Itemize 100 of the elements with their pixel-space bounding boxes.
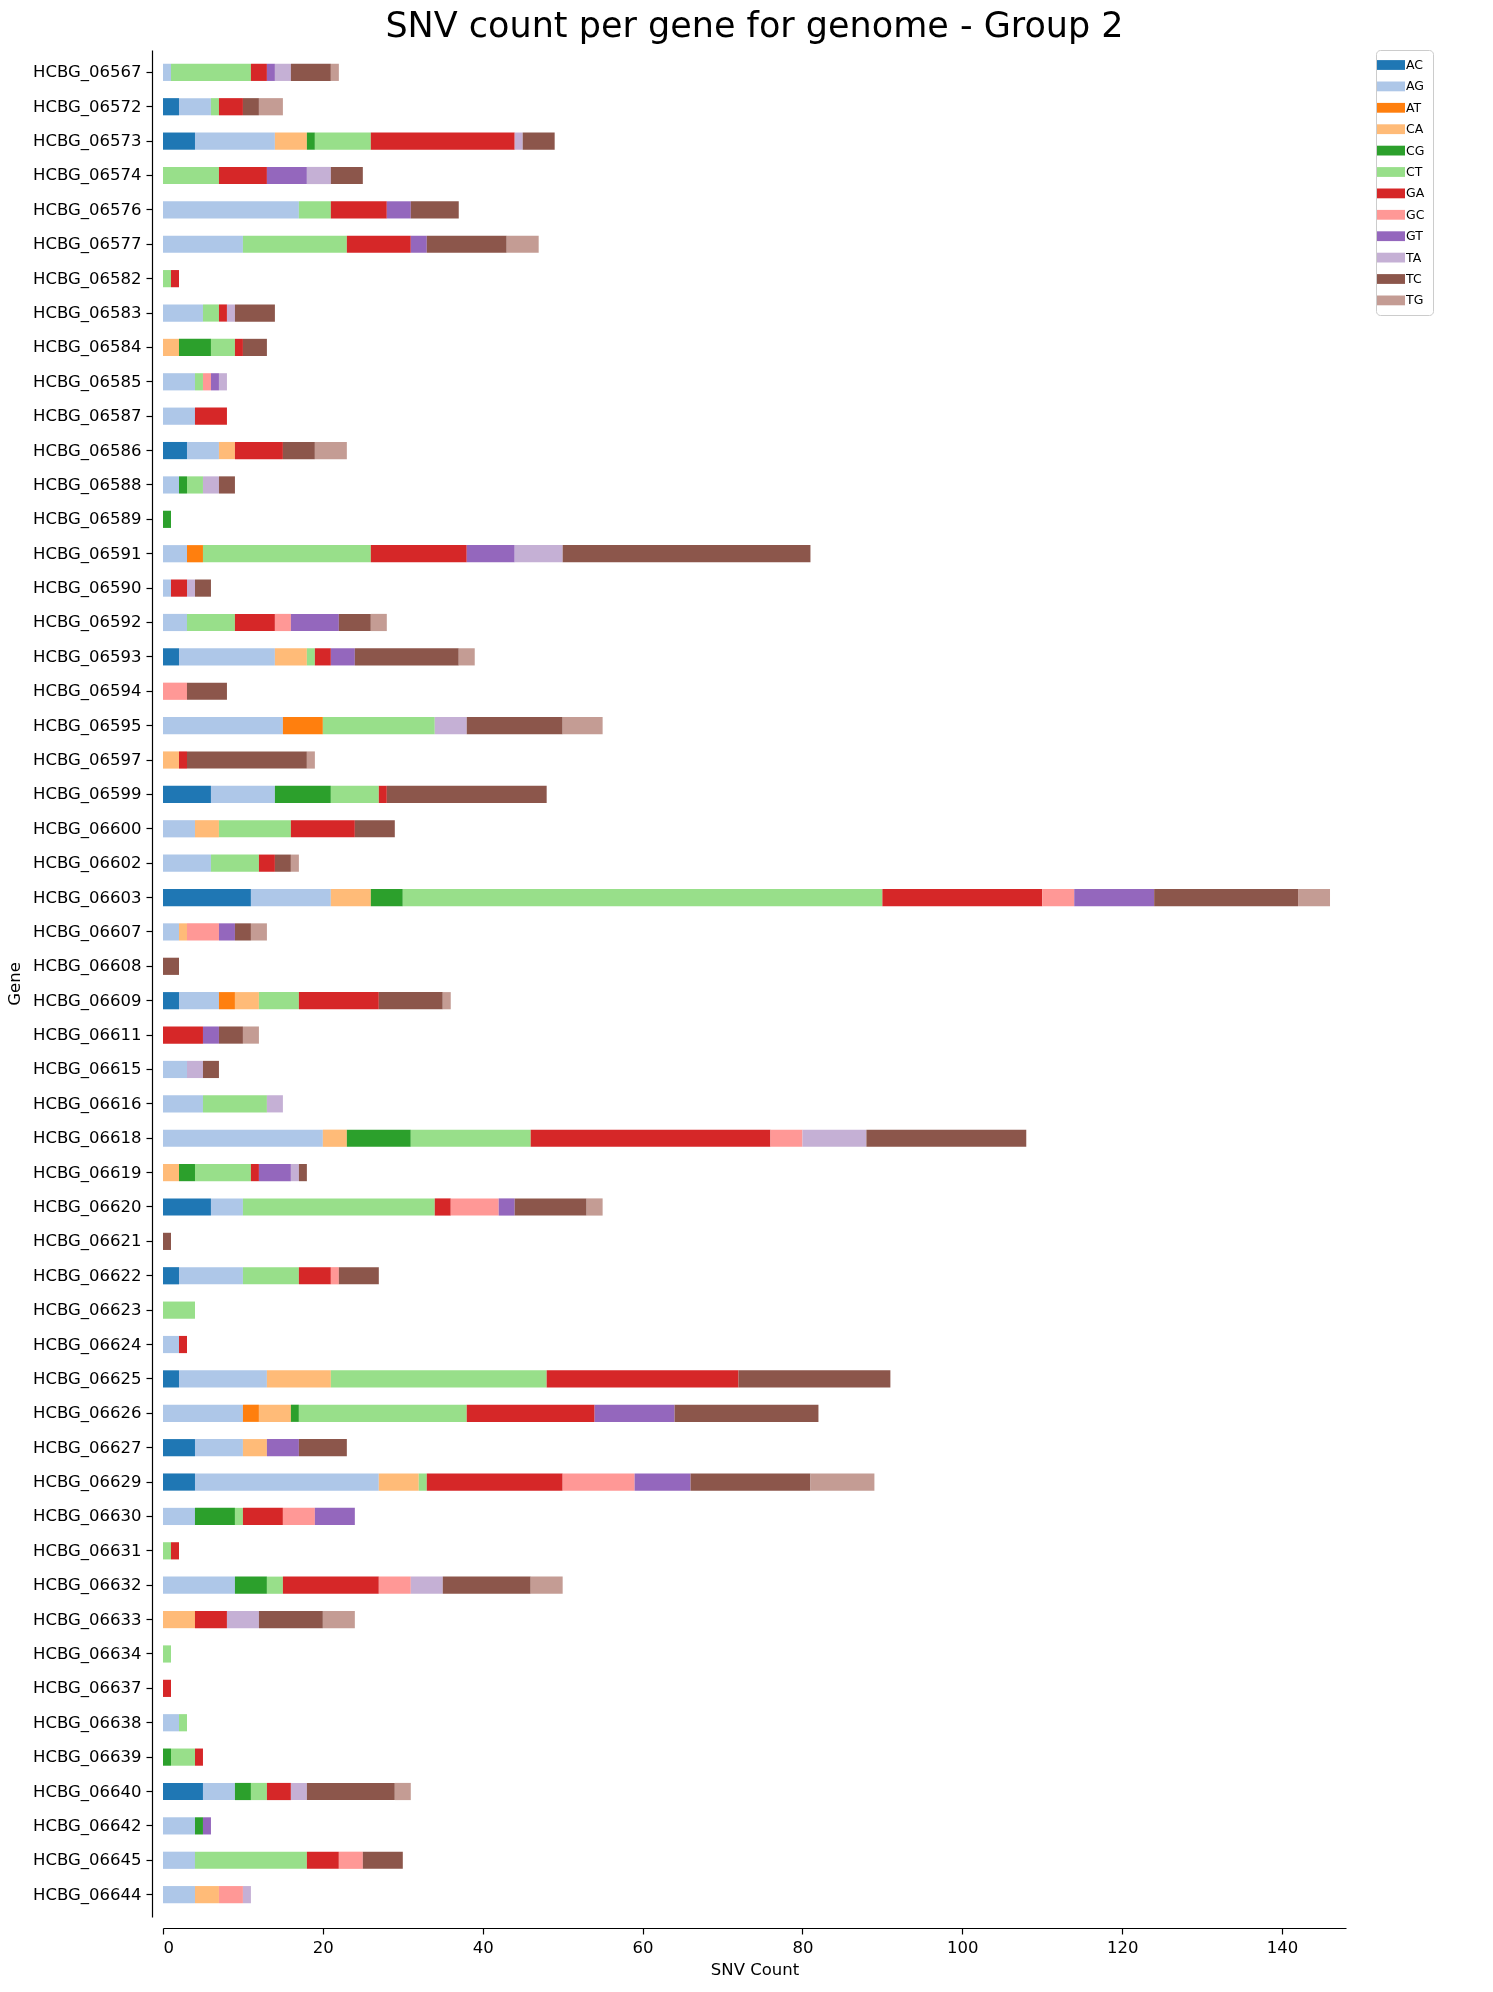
y-tick-label: HCBG_06587	[33, 406, 142, 427]
bar	[266, 1439, 299, 1457]
bar	[163, 1335, 179, 1354]
legend-label: AT	[1406, 99, 1422, 115]
bar	[163, 510, 171, 528]
bar	[163, 476, 179, 494]
bar	[266, 1576, 283, 1594]
bar	[298, 1404, 467, 1422]
bar	[674, 1404, 819, 1422]
bar	[530, 1576, 563, 1594]
bar	[234, 1507, 243, 1526]
bar	[163, 957, 179, 975]
bar	[426, 235, 507, 253]
bar	[1154, 888, 1299, 907]
bar	[163, 407, 195, 425]
y-tick-label: HCBG_06588	[33, 474, 142, 495]
bar	[562, 1473, 635, 1491]
bar	[258, 992, 299, 1010]
bar	[434, 1198, 451, 1216]
bar	[506, 235, 539, 253]
y-tick-label: HCBG_06589	[33, 509, 142, 530]
bar	[434, 717, 467, 735]
bar	[163, 1198, 211, 1216]
bar	[306, 1782, 395, 1801]
bar	[274, 854, 291, 872]
bar	[186, 923, 219, 941]
bar	[194, 820, 219, 838]
y-tick-label: HCBG_06642	[33, 1815, 142, 1836]
y-tick-label: HCBG_06616	[33, 1093, 142, 1114]
bar	[266, 1370, 331, 1388]
bar	[242, 1404, 259, 1422]
bar	[218, 441, 235, 460]
bar	[202, 304, 219, 322]
bar	[163, 1817, 195, 1835]
bar	[194, 1817, 203, 1835]
x-tick-label: 80	[792, 1937, 814, 1957]
bar	[163, 338, 179, 357]
bar	[210, 373, 219, 391]
bar	[266, 1095, 283, 1113]
bar	[442, 992, 451, 1010]
bar	[370, 132, 515, 150]
x-axis-title: SNV Count	[710, 1960, 800, 1979]
bar	[314, 441, 347, 460]
bar	[530, 1129, 771, 1147]
bar	[178, 1164, 195, 1182]
y-tick-label: HCBG_06582	[33, 268, 142, 289]
bar	[322, 1610, 355, 1629]
bar	[282, 1576, 379, 1594]
bar	[202, 545, 371, 563]
chart-title: SNV count per gene for genome - Group 2	[385, 4, 1124, 45]
bar	[258, 854, 275, 872]
legend-label: CG	[1406, 142, 1425, 158]
bar	[290, 820, 355, 838]
bar	[194, 1507, 235, 1526]
bar	[163, 992, 179, 1010]
bar	[410, 1129, 531, 1147]
bar	[770, 1129, 803, 1147]
bar	[218, 923, 235, 941]
bar	[186, 613, 235, 632]
bar	[330, 1370, 547, 1388]
bar	[163, 270, 171, 288]
bar	[274, 648, 307, 666]
y-tick-label: HCBG_06608	[33, 956, 142, 977]
legend-label: AG	[1406, 78, 1425, 94]
bar	[218, 304, 227, 322]
bar	[282, 441, 315, 460]
bar	[378, 785, 387, 803]
bar	[163, 1748, 171, 1766]
bar	[802, 1129, 867, 1147]
bar	[330, 166, 363, 185]
bar	[378, 992, 443, 1010]
bar	[234, 1576, 267, 1594]
bar	[546, 1370, 739, 1388]
y-tick-label: HCBG_06615	[33, 1059, 142, 1080]
bar	[210, 1198, 243, 1216]
y-tick-label: HCBG_06637	[33, 1678, 142, 1699]
bar	[410, 201, 459, 219]
bar	[163, 441, 187, 460]
bar	[298, 201, 331, 219]
bar	[218, 1886, 243, 1904]
bar	[346, 1129, 411, 1147]
bar	[163, 1164, 179, 1182]
bar	[163, 1886, 195, 1904]
legend-label: GA	[1406, 185, 1425, 201]
bar	[163, 1267, 179, 1285]
y-tick-label: HCBG_06590	[33, 578, 142, 599]
x-tick-label: 100	[947, 1937, 979, 1957]
bar	[186, 1060, 203, 1079]
bar	[370, 888, 403, 907]
y-tick-label: HCBG_06645	[33, 1850, 142, 1871]
bar	[1298, 888, 1331, 907]
bar	[170, 1748, 195, 1766]
bar	[330, 785, 379, 803]
bar	[1042, 888, 1075, 907]
bar	[330, 1267, 339, 1285]
bar	[170, 579, 187, 597]
bar	[386, 785, 547, 803]
bar	[163, 820, 195, 838]
y-tick-label: HCBG_06594	[33, 681, 142, 702]
bar	[178, 923, 187, 941]
